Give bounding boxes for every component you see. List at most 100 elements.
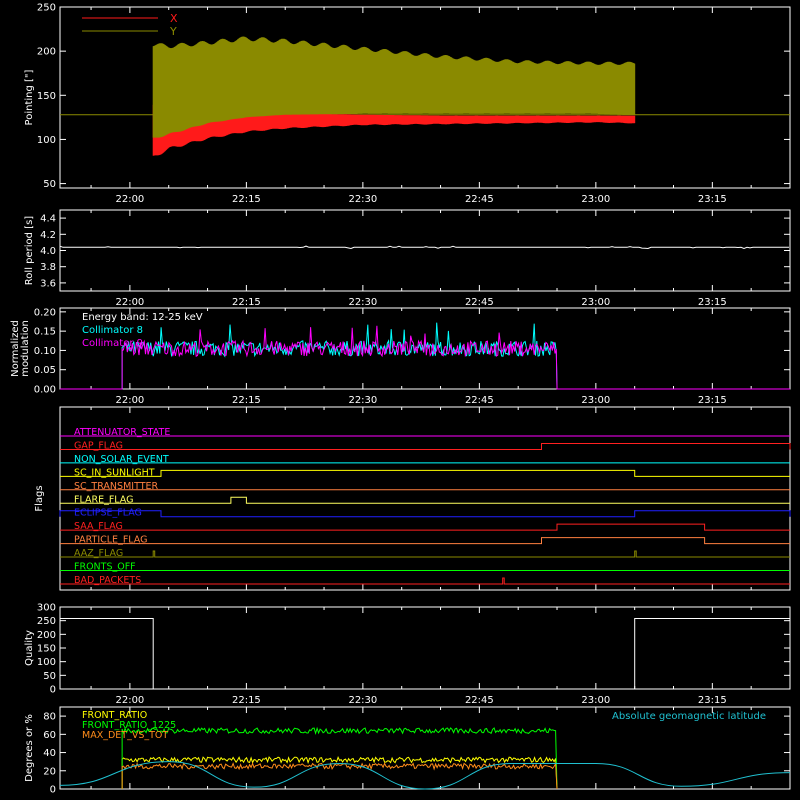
pointing-xtick-label: 22:15 xyxy=(232,194,261,205)
modulation-legend-Collimator-8: Collimator 8 xyxy=(82,325,143,336)
modulation-series-Collimator-9 xyxy=(60,325,790,390)
roll-ytick-label: 3.8 xyxy=(40,262,56,273)
ratios-legend-front_ratio_1225: FRONT_RATIO_1225 xyxy=(82,720,176,731)
pointing-ytick-label: 100 xyxy=(37,135,56,146)
quality-ytick-label: 50 xyxy=(43,671,56,682)
modulation-annotation: Energy band: 12-25 keV xyxy=(82,312,203,323)
modulation-frame xyxy=(59,307,791,390)
roll-ytick-label: 4.4 xyxy=(40,214,56,225)
quality-series xyxy=(60,618,790,690)
ratios-legend-front_ratio: FRONT_RATIO xyxy=(82,710,147,721)
pointing-xtick-label: 23:15 xyxy=(698,194,727,205)
pointing-xtick-label: 22:45 xyxy=(465,194,494,205)
quality-xtick-label: 22:45 xyxy=(465,695,494,706)
roll-ytick-label: 4.0 xyxy=(40,246,56,257)
modulation-ytick-label: 0.10 xyxy=(34,346,56,357)
ratios-series-front_ratio_1225 xyxy=(121,726,558,790)
modulation-xtick-label: 23:15 xyxy=(698,395,727,406)
flag-label-eclipse_flag: ECLIPSE_FLAG xyxy=(74,508,142,519)
roll-xtick-label: 22:45 xyxy=(465,297,494,308)
ratios-series-max_det_vs_tot xyxy=(121,762,558,790)
flag-label-aaz_flag: AAZ_FLAG xyxy=(74,548,123,559)
pointing-series-Y xyxy=(152,36,636,138)
roll-xtick-label: 22:15 xyxy=(232,297,261,308)
flag-line-aaz_flag xyxy=(60,550,790,558)
quality-ytick-label: 100 xyxy=(37,657,56,668)
quality-frame xyxy=(59,606,791,690)
roll-ytick-label: 3.6 xyxy=(40,278,56,289)
pointing-legend-label-Y: Y xyxy=(169,25,177,38)
modulation-legend-Collimator-9: Collimator 9 xyxy=(82,338,143,349)
roll-xtick-label: 23:15 xyxy=(698,297,727,308)
flag-line-particle_flag xyxy=(60,537,790,545)
ratios-legend-max_det_vs_tot: MAX_DET_VS_TOT xyxy=(82,730,168,741)
modulation-xtick-label: 22:15 xyxy=(232,395,261,406)
flag-line-saa_flag xyxy=(60,523,790,531)
flag-label-flare_flag: FLARE_FLAG xyxy=(74,494,134,505)
roll-ytick-label: 4.2 xyxy=(40,230,56,241)
flag-label-particle_flag: PARTICLE_FLAG xyxy=(74,535,147,546)
modulation-xtick-label: 23:00 xyxy=(581,395,610,406)
flags-frame xyxy=(59,406,791,591)
pointing-frame xyxy=(59,6,791,189)
flag-label-sc_transmitter: SC_TRANSMITTER xyxy=(74,481,159,492)
ratios-annotation: Absolute geomagnetic latitude xyxy=(612,711,766,722)
modulation-ytick-label: 0.20 xyxy=(34,307,56,318)
quality-xtick-label: 23:15 xyxy=(698,695,727,706)
quality-ytick-label: 250 xyxy=(37,616,56,627)
roll-frame xyxy=(59,209,791,292)
ratios-series-latitude xyxy=(59,761,791,790)
pointing-ytick-label: 250 xyxy=(37,3,56,14)
pointing-xtick-label: 22:30 xyxy=(348,194,377,205)
modulation-ytick-label: 0.05 xyxy=(34,365,56,376)
modulation-ylabel: Normalizedmodulation xyxy=(10,320,31,377)
modulation-ytick-label: 0.00 xyxy=(34,385,56,396)
pointing-ytick-label: 200 xyxy=(37,47,56,58)
ratios-ytick-label: 40 xyxy=(43,748,56,759)
quality-xtick-label: 22:00 xyxy=(115,695,144,706)
flag-label-sc_in_sunlight: SC_IN_SUNLIGHT xyxy=(74,467,155,478)
quality-xtick-label: 22:30 xyxy=(348,695,377,706)
flag-line-bad_packets xyxy=(60,577,790,585)
pointing-legend-label-X: X xyxy=(170,12,178,25)
ratios-ytick-label: 60 xyxy=(43,730,56,741)
quality-ytick-label: 200 xyxy=(37,630,56,641)
pointing-ylabel: Pointing ["] xyxy=(24,69,35,125)
flag-label-gap_flag: GAP_FLAG xyxy=(74,440,123,451)
roll-ylabel: Roll period [s] xyxy=(24,216,35,285)
modulation-xtick-label: 22:30 xyxy=(348,395,377,406)
ratios-ytick-label: 20 xyxy=(43,766,56,777)
quality-ytick-label: 150 xyxy=(37,644,56,655)
flag-label-bad_packets: BAD_PACKETS xyxy=(74,575,141,586)
modulation-xtick-label: 22:45 xyxy=(465,395,494,406)
ratios-ytick-label: 80 xyxy=(43,712,56,723)
flag-label-non_solar_event: NON_SOLAR_EVENT xyxy=(74,454,169,465)
quality-ytick-label: 0 xyxy=(50,685,56,696)
roll-xtick-label: 23:00 xyxy=(581,297,610,308)
flag-line-sc_in_sunlight xyxy=(60,469,790,477)
flag-line-eclipse_flag xyxy=(59,510,791,518)
pointing-ytick-label: 150 xyxy=(37,91,56,102)
quality-xtick-label: 23:00 xyxy=(581,695,610,706)
quality-ytick-label: 300 xyxy=(37,603,56,614)
pointing-ytick-label: 50 xyxy=(43,179,56,190)
modulation-xtick-label: 22:00 xyxy=(115,395,144,406)
pointing-xtick-label: 23:00 xyxy=(581,194,610,205)
modulation-series-Collimator-8 xyxy=(60,322,790,390)
flag-label-attenuator_state: ATTENUATOR_STATE xyxy=(74,427,170,438)
roll-xtick-label: 22:00 xyxy=(115,297,144,308)
ratios-series-front_ratio xyxy=(121,755,558,790)
modulation-ytick-label: 0.15 xyxy=(34,327,56,338)
quality-xtick-label: 22:15 xyxy=(232,695,261,706)
flags-ylabel: Flags xyxy=(34,485,45,511)
svg-text:Normalizedmodulation: Normalizedmodulation xyxy=(10,320,31,377)
roll-series xyxy=(59,245,789,250)
ratios-ytick-label: 0 xyxy=(50,785,56,796)
quality-ylabel: Quality xyxy=(24,630,35,666)
flag-label-saa_flag: SAA_FLAG xyxy=(74,521,123,532)
pointing-xtick-label: 22:00 xyxy=(115,194,144,205)
flag-line-flare_flag xyxy=(60,496,790,504)
flag-label-fronts_off: FRONTS_OFF xyxy=(74,562,136,573)
roll-xtick-label: 22:30 xyxy=(348,297,377,308)
